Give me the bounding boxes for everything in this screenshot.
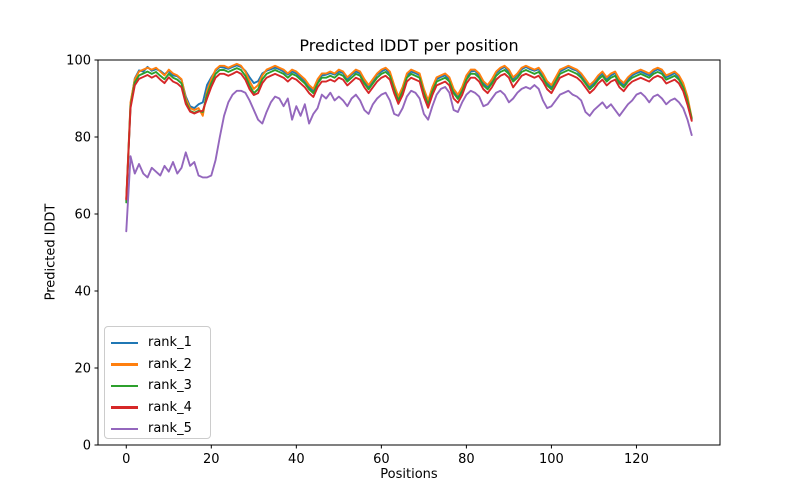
x-tick-label: 0: [122, 452, 130, 467]
series-line-rank_5: [125, 84, 693, 233]
legend-item-rank-2: rank_2: [105, 354, 210, 376]
y-tick-label: 0: [83, 439, 91, 454]
legend-line-sample-rank-2: [111, 363, 138, 366]
chart-title: Predicted lDDT per position: [299, 36, 519, 55]
x-tick-label: 80: [458, 452, 475, 467]
x-tick-label: 60: [373, 452, 390, 467]
x-tick-label: 100: [539, 452, 564, 467]
legend-label: rank_5: [148, 421, 192, 437]
series-line-rank_2: [125, 62, 693, 200]
legend: rank_1 rank_2 rank_3 rank_4 rank_5: [104, 326, 211, 439]
y-tick-label: 100: [66, 54, 91, 69]
legend-line-sample-rank-1: [111, 341, 138, 344]
legend-label: rank_4: [148, 399, 192, 415]
legend-item-rank-5: rank_5: [105, 418, 210, 440]
legend-line-sample-rank-4: [111, 406, 138, 409]
legend-line-sample-rank-5: [111, 427, 138, 430]
x-tick-label: 120: [624, 452, 649, 467]
y-tick-label: 20: [74, 362, 91, 377]
legend-item-rank-3: rank_3: [105, 375, 210, 397]
legend-line-sample-rank-3: [111, 384, 138, 387]
legend-item-rank-1: rank_1: [105, 332, 210, 354]
legend-label: rank_3: [148, 378, 192, 394]
series-line-rank_4: [125, 70, 693, 201]
plot-spines: [97, 59, 721, 446]
series-line-rank_1: [125, 64, 693, 202]
x-axis-label: Positions: [380, 467, 438, 482]
y-tick-label: 40: [74, 285, 91, 300]
y-tick-label: 80: [74, 131, 91, 146]
legend-item-rank-4: rank_4: [105, 397, 210, 419]
legend-label: rank_1: [148, 335, 192, 351]
series-line-rank_3: [125, 67, 693, 204]
legend-label: rank_2: [148, 356, 192, 372]
y-axis-label: Predicted lDDT: [43, 203, 59, 301]
x-tick-label: 40: [288, 452, 305, 467]
x-tick-label: 20: [203, 452, 220, 467]
y-tick-label: 60: [74, 208, 91, 223]
